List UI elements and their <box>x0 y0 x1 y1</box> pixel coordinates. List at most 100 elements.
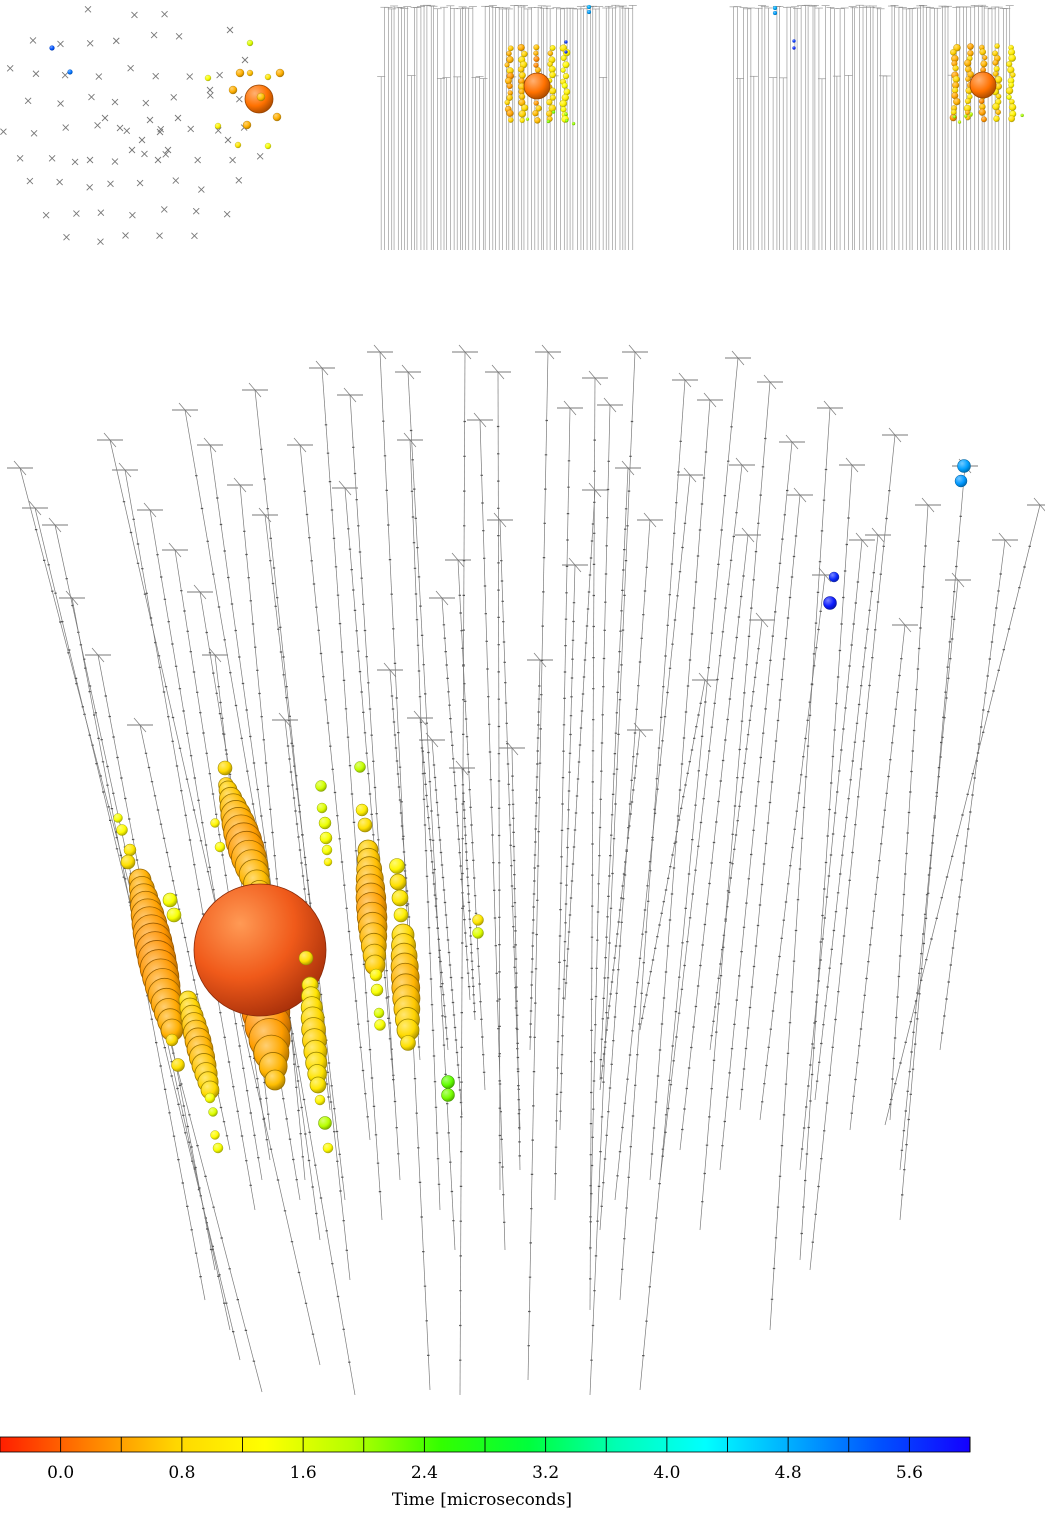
side-view-hit <box>518 110 526 118</box>
hit-sphere <box>162 892 178 908</box>
dom-markers <box>941 573 1002 1034</box>
top-view-hit <box>235 68 245 78</box>
string-marker <box>62 124 70 131</box>
string-marker <box>146 116 154 124</box>
detector-string <box>332 480 396 1101</box>
top-view-hit <box>234 141 242 149</box>
side-view-hit <box>559 99 567 108</box>
side-view-hit <box>508 117 514 123</box>
side-view-hit <box>533 56 540 63</box>
hit-sphere <box>166 907 182 923</box>
side-view-hit <box>507 45 514 52</box>
detector-string <box>467 412 506 1251</box>
string-marker <box>127 64 134 72</box>
dom-markers <box>459 420 466 1361</box>
string-marker <box>229 156 236 164</box>
string-marker <box>136 179 144 187</box>
dom-markers <box>432 764 463 1104</box>
side-view-hit <box>993 115 1000 122</box>
dom-markers <box>564 523 595 984</box>
hit-sphere <box>309 1076 327 1094</box>
string-marker <box>57 40 64 48</box>
hit-sphere <box>208 1107 218 1117</box>
side-view-hit <box>519 117 525 123</box>
side-view-hit <box>504 77 512 85</box>
colorbar: 0.0 0.8 1.6 2.4 3.2 4.0 4.8 5.6 Time [microseco… <box>0 1436 971 1510</box>
dom-markers <box>616 522 687 1177</box>
detector-string <box>614 467 703 1201</box>
string-marker <box>116 124 124 132</box>
dom-markers <box>496 425 502 1164</box>
string-marker <box>86 156 94 164</box>
hit-sphere <box>374 1019 386 1031</box>
string-marker <box>16 154 24 162</box>
string-marker <box>235 176 243 184</box>
side-view-hit <box>561 82 568 89</box>
hit-sphere <box>113 813 123 823</box>
side-view-hit <box>551 110 556 114</box>
string-marker <box>42 211 50 219</box>
detector-string <box>659 457 755 1181</box>
hit-sphere <box>116 824 128 836</box>
side-view-hit <box>792 46 796 50</box>
side-view-hit <box>967 43 974 50</box>
side-view-hit <box>1008 115 1015 123</box>
hit-sphere <box>217 760 233 776</box>
side-view-hit <box>1006 94 1012 100</box>
dom-markers <box>599 508 628 1061</box>
colorbar-tick-label: 2.4 <box>411 1463 438 1483</box>
top-view-hit <box>256 92 266 102</box>
top-view-hit <box>242 120 252 130</box>
side-view-hit <box>965 76 971 82</box>
dom-markers <box>701 437 767 1203</box>
side-view-hit <box>534 117 541 124</box>
detector-string <box>599 512 663 1231</box>
dom-markers <box>681 575 745 1131</box>
colorbar-tick-label: 0.8 <box>168 1463 195 1483</box>
string-marker <box>30 129 38 137</box>
detector-string <box>564 482 608 1001</box>
detector-string <box>527 652 553 1051</box>
string-marker <box>207 92 214 99</box>
string-marker <box>198 186 205 193</box>
string-marker <box>131 11 138 19</box>
dom-markers <box>850 658 903 1114</box>
dom-markers <box>527 419 548 1347</box>
side-view-hit <box>953 44 961 52</box>
side-view-hit <box>978 98 985 104</box>
detector-string <box>395 364 456 1251</box>
side-view-hit <box>1020 113 1024 118</box>
detector-string <box>527 344 561 1381</box>
side-view-hit <box>586 4 592 10</box>
string-marker <box>174 114 182 122</box>
side-view-hit <box>548 65 556 73</box>
hit-sphere <box>315 780 327 792</box>
side-view-hit <box>571 121 576 126</box>
dom-markers <box>621 440 682 1270</box>
dom-markers <box>511 775 521 1157</box>
string-marker <box>111 158 119 165</box>
top-view-hit <box>246 39 254 47</box>
detector-string <box>649 392 723 1181</box>
side-view-main-hit <box>969 71 997 99</box>
side-view-hit <box>964 98 971 105</box>
side-view-hit <box>547 50 554 57</box>
string-marker <box>95 73 103 80</box>
side-view-hit <box>506 55 514 64</box>
colorbar-tick-label: 5.6 <box>896 1463 923 1483</box>
detector-strings <box>7 344 1045 1396</box>
dom-markers <box>901 515 962 1196</box>
side-view-hit <box>980 60 988 68</box>
detector-string <box>554 400 583 1201</box>
side-view-hit <box>952 65 959 72</box>
string-marker <box>123 127 131 135</box>
dom-markers <box>260 448 348 1251</box>
string-marker <box>128 146 136 154</box>
string-marker <box>97 209 105 217</box>
colorbar-title: Time [microseconds] <box>392 1490 572 1510</box>
string-marker <box>73 210 80 217</box>
side-view-hit <box>564 40 568 44</box>
string-marker <box>84 6 92 13</box>
string-marker <box>57 100 64 107</box>
